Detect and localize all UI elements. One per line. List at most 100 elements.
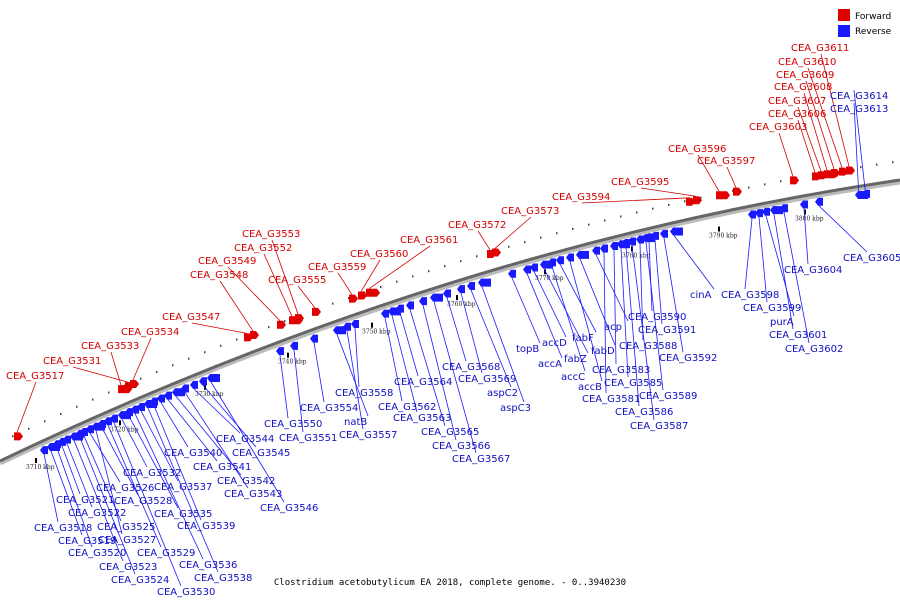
scale-major-tick <box>35 458 37 464</box>
reverse-gene-label: CEA_G3535 <box>154 509 212 520</box>
reverse-leader-line <box>470 289 512 388</box>
reverse-leader-line <box>79 437 136 575</box>
forward-gene-label: CEA_G3517 <box>6 371 64 382</box>
reverse-gene-arrow <box>40 446 48 455</box>
forward-gene-label: CEA_G3547 <box>162 312 220 323</box>
forward-leader-line <box>477 230 491 251</box>
reverse-gene-arrow <box>755 209 763 218</box>
reverse-gene-arrow <box>80 427 88 436</box>
reverse-leader-line <box>758 217 768 303</box>
scale-tick <box>604 219 606 222</box>
reverse-gene-label: CEA_G3521 <box>56 495 114 506</box>
scale-major-tick <box>544 269 546 275</box>
reverse-gene-labels: CEA_G3518CEA_G3519CEA_G3520CEA_G3521CEA_… <box>34 91 900 598</box>
reverse-gene-arrow <box>207 373 220 382</box>
reverse-gene-arrow <box>576 250 589 259</box>
forward-gene-label: CEA_G3606 <box>768 109 826 120</box>
reverse-gene-label: CEA_G3558 <box>335 388 393 399</box>
forward-gene-label: CEA_G3595 <box>611 177 669 188</box>
reverse-leader-line <box>293 349 304 433</box>
scale-tick <box>460 260 462 263</box>
reverse-gene-arrow <box>800 200 808 209</box>
reverse-gene-arrow <box>443 289 451 298</box>
genome-caption: Clostridium acetobutylicum EA 2018, comp… <box>273 578 627 588</box>
reverse-leader-line <box>803 208 809 265</box>
scale-tick <box>188 357 190 360</box>
reverse-leader-line <box>384 317 403 402</box>
scale-tick <box>428 270 430 273</box>
scale-label: 3760 kbp <box>447 301 476 308</box>
forward-leader-line <box>803 92 828 171</box>
scale-label: 3790 kbp <box>709 233 738 240</box>
reverse-gene-arrow <box>600 244 608 253</box>
reverse-gene-label: CEA_G3601 <box>769 330 827 341</box>
scale-tick <box>396 280 398 283</box>
scale-tick <box>268 326 270 329</box>
reverse-gene-label: CEA_G3540 <box>164 448 222 459</box>
reverse-leader-line <box>167 399 218 462</box>
reverse-leader-line <box>460 292 483 374</box>
scale-tick <box>508 245 510 248</box>
reverse-leader-line <box>446 297 467 362</box>
reverse-leader-line <box>184 392 249 489</box>
legend-forward-swatch <box>838 9 850 21</box>
scale-tick <box>444 265 446 268</box>
forward-gene-arrow <box>349 294 358 303</box>
reverse-leader-line <box>175 396 242 476</box>
forward-gene-arrow <box>14 432 23 441</box>
reverse-gene-label: CEA_G3537 <box>154 482 212 493</box>
reverse-gene-arrow <box>628 237 636 246</box>
reverse-gene-arrow <box>556 256 564 265</box>
forward-leader-line <box>797 119 816 173</box>
reverse-gene-arrow <box>748 210 756 219</box>
reverse-gene-label: CEA_G3532 <box>123 468 181 479</box>
reverse-gene-label: CEA_G3557 <box>339 430 397 441</box>
reverse-leader-line <box>648 241 653 312</box>
reverse-leader-line <box>783 212 810 344</box>
reverse-gene-label: CEA_G3551 <box>279 433 337 444</box>
reverse-leader-line <box>526 273 563 359</box>
reverse-gene-label: topB <box>516 344 539 355</box>
reverse-leader-line <box>66 443 93 508</box>
forward-gene-arrow <box>686 197 695 206</box>
reverse-gene-arrow <box>125 408 133 417</box>
forward-leader-line <box>227 266 281 322</box>
reverse-leader-line <box>433 301 477 454</box>
scale-tick <box>364 291 366 294</box>
forward-leader-line <box>337 272 353 295</box>
reverse-leader-line <box>579 258 616 346</box>
forward-gene-label: CEA_G3573 <box>501 206 559 217</box>
reverse-leader-line <box>853 89 867 198</box>
scale-tick <box>748 186 750 189</box>
reverse-gene-label: CEA_G3544 <box>216 434 274 445</box>
scale-tick <box>220 344 222 347</box>
legend-reverse-swatch <box>838 25 850 37</box>
scale-tick <box>172 364 174 367</box>
scale-tick <box>284 320 286 323</box>
reverse-leader-line <box>279 355 289 419</box>
forward-leader-line <box>191 322 248 334</box>
reverse-leader-line <box>391 315 418 413</box>
reverse-gene-label: CEA_G3543 <box>224 489 282 500</box>
reverse-gene-label: CEA_G3585 <box>604 378 662 389</box>
reverse-gene-label: CEA_G3538 <box>194 573 252 584</box>
forward-leader-line <box>219 280 254 332</box>
reverse-leader-line <box>210 381 285 503</box>
forward-gene-label: CEA_G3597 <box>697 156 755 167</box>
reverse-gene-label: CEA_G3545 <box>232 448 290 459</box>
reverse-leader-line <box>422 305 457 441</box>
forward-leader-line <box>640 187 697 197</box>
reverse-leader-line <box>773 214 794 330</box>
scale-tick <box>588 223 590 226</box>
forward-gene-label: CEA_G3531 <box>43 356 101 367</box>
reverse-leader-line <box>551 266 586 372</box>
forward-gene-arrow <box>312 307 321 316</box>
reverse-leader-line <box>193 388 241 434</box>
reverse-leader-line <box>95 430 123 535</box>
legend-reverse-label: Reverse <box>855 27 892 37</box>
scale-label: 3740 kbp <box>278 359 307 366</box>
reverse-gene-label: CEA_G3526 <box>96 483 154 494</box>
reverse-gene-label: CEA_G3518 <box>34 523 92 534</box>
scale-tick <box>236 338 238 341</box>
